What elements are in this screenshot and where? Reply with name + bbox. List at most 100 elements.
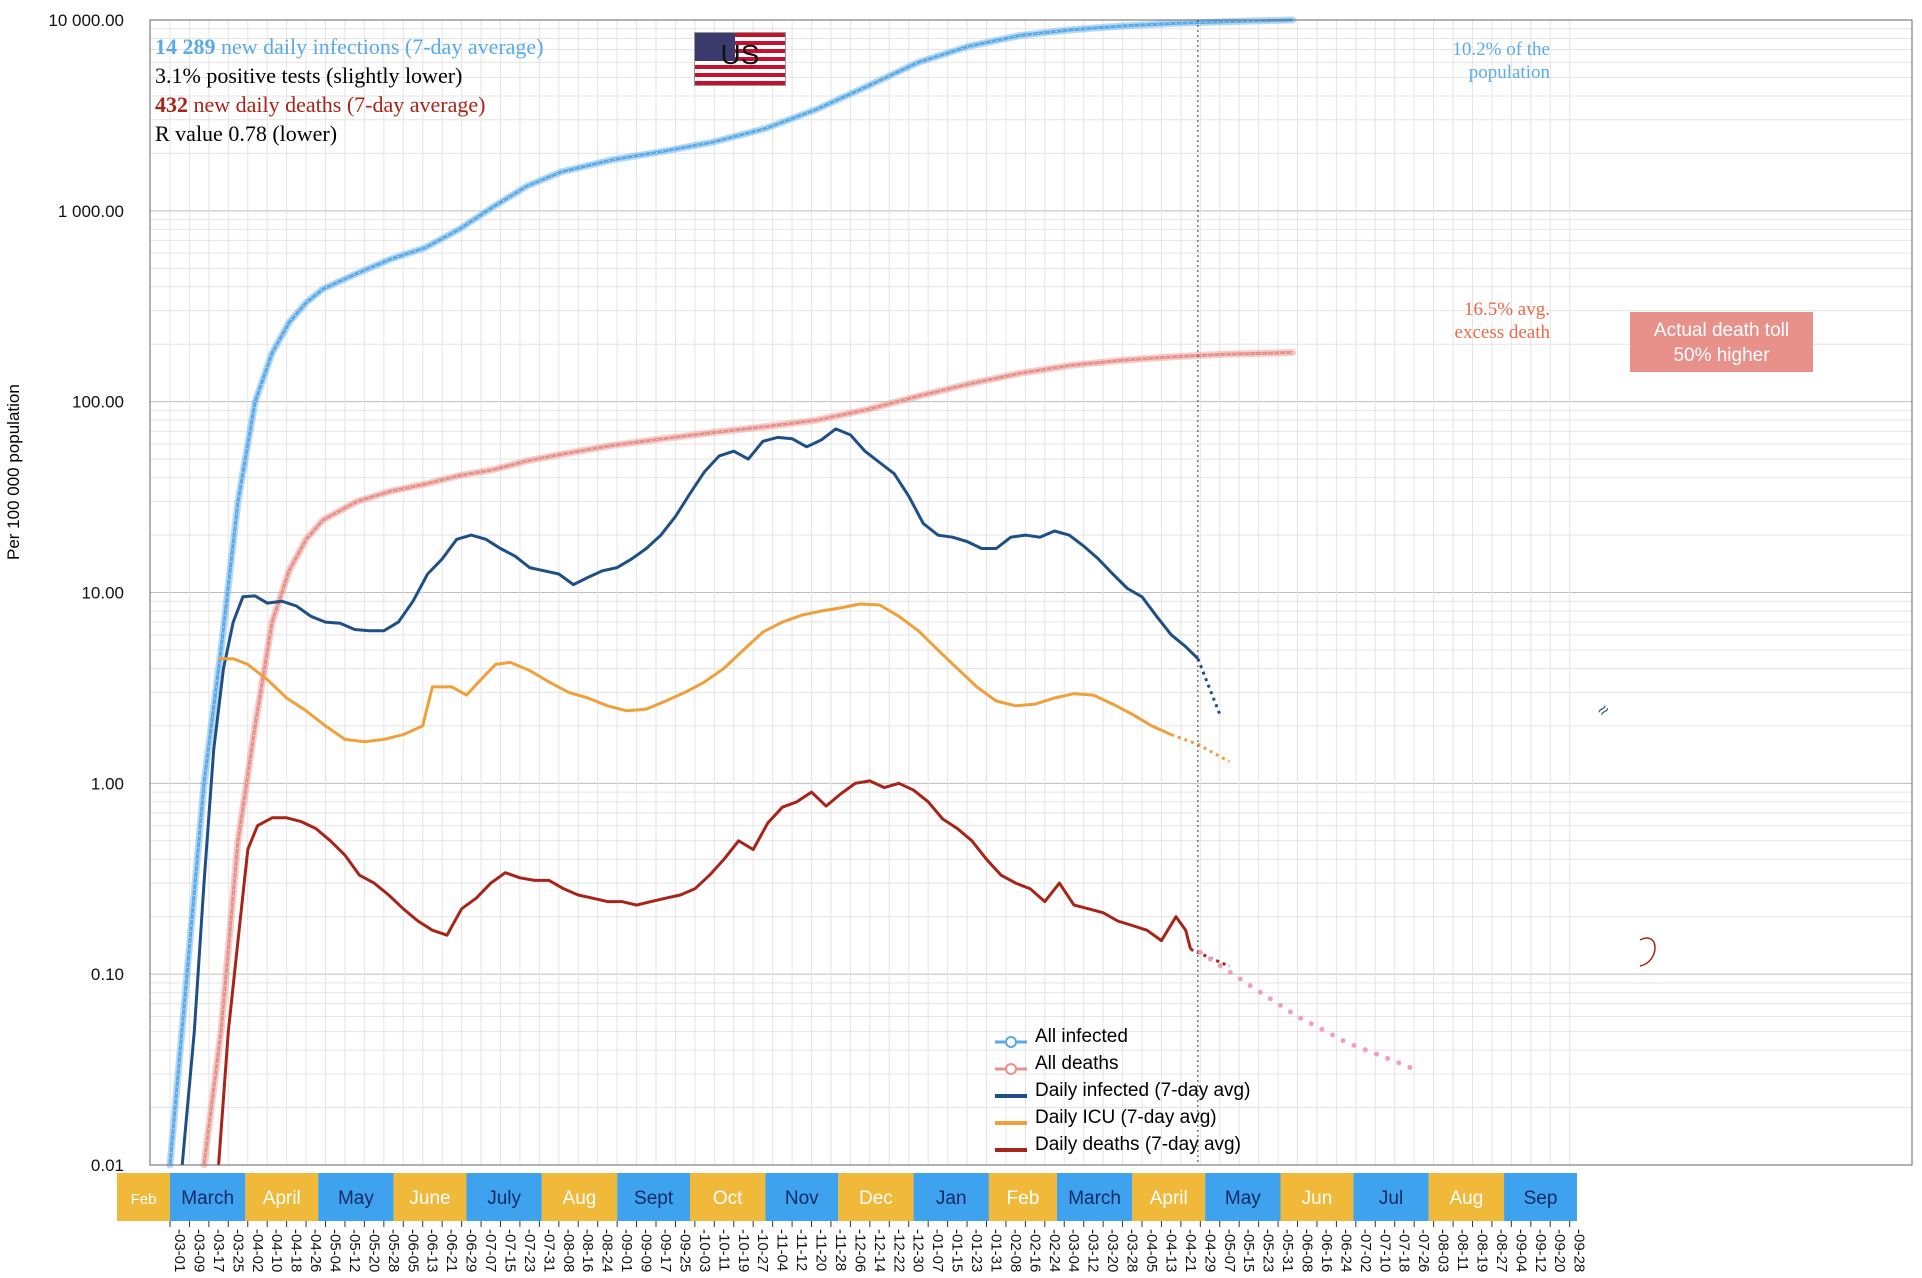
month-band xyxy=(913,1173,989,1221)
date-tick-label: -04-21 xyxy=(1182,1229,1199,1272)
month-band xyxy=(838,1173,914,1221)
excess-death-note: 16.5% avg. excess death xyxy=(1350,298,1550,344)
date-tick-label: -11-20 xyxy=(813,1229,830,1271)
legend-swatch-daily-icu xyxy=(995,1111,1027,1125)
date-tick-label: -03-12 xyxy=(1085,1229,1102,1272)
date-tick-label: -02-08 xyxy=(1007,1229,1024,1272)
date-tick-label: -04-02 xyxy=(249,1229,266,1272)
infections-line: 14 289 new daily infections (7-day avera… xyxy=(155,32,544,61)
date-tick-label: -01-07 xyxy=(929,1229,946,1272)
date-tick-label: -09-20 xyxy=(1551,1229,1568,1272)
month-label: Aug xyxy=(1449,1188,1483,1209)
r-value-line: R value 0.78 (lower) xyxy=(155,121,338,146)
month-label: July xyxy=(487,1188,521,1209)
date-tick-label: -11-28 xyxy=(832,1229,849,1271)
series-projection-daily-infected-day-avg xyxy=(1196,658,1222,715)
date-tick-label: -10-19 xyxy=(735,1229,752,1272)
date-tick-label: -12-14 xyxy=(871,1229,888,1272)
date-tick-label: -08-24 xyxy=(599,1229,616,1272)
month-label: Dec xyxy=(859,1188,893,1209)
date-tick-label: -05-12 xyxy=(346,1229,363,1272)
month-label: April xyxy=(1150,1188,1188,1209)
month-band xyxy=(541,1173,618,1221)
month-label: May xyxy=(1225,1188,1261,1209)
date-tick-label: -09-04 xyxy=(1512,1229,1529,1272)
date-tick-label: -07-31 xyxy=(540,1229,557,1272)
date-tick-label: -08-16 xyxy=(579,1229,596,1272)
date-tick-label: -04-29 xyxy=(1201,1229,1218,1272)
month-band xyxy=(1056,1173,1133,1221)
y-tick-label: 100.00 xyxy=(72,393,124,412)
legend-item: Daily deaths (7-day avg) xyxy=(995,1131,1250,1158)
population-line-2: population xyxy=(1468,62,1550,83)
legend-swatch-daily-infected xyxy=(995,1084,1027,1098)
month-label: Jan xyxy=(936,1188,967,1209)
month-band xyxy=(466,1173,542,1221)
month-label: April xyxy=(263,1188,301,1209)
month-band xyxy=(170,1173,246,1221)
month-band xyxy=(988,1173,1057,1221)
date-tick-label: -10-27 xyxy=(754,1229,771,1272)
date-tick-label: -12-30 xyxy=(910,1229,927,1272)
date-tick-label: -05-20 xyxy=(365,1229,382,1272)
date-tick-label: -03-25 xyxy=(229,1229,246,1272)
month-label: Aug xyxy=(563,1188,597,1209)
date-tick-label: -09-01 xyxy=(618,1229,635,1272)
month-band xyxy=(318,1173,394,1221)
legend-swatch-all-infected xyxy=(995,1030,1027,1048)
grid-lines xyxy=(150,19,1912,1166)
legend-item: All deaths xyxy=(995,1050,1250,1077)
month-band xyxy=(1504,1173,1577,1221)
date-tick-label: -03-04 xyxy=(1065,1229,1082,1272)
month-label: March xyxy=(1068,1188,1121,1209)
date-tick-label: -07-18 xyxy=(1396,1229,1413,1272)
date-tick-label: -04-13 xyxy=(1162,1229,1179,1272)
date-tick-label: -03-28 xyxy=(1124,1229,1141,1272)
date-tick-label: -05-07 xyxy=(1221,1229,1238,1272)
excess-line-2: excess death xyxy=(1454,322,1550,343)
date-tick-label: -11-04 xyxy=(774,1229,791,1271)
date-tick-label: -09-25 xyxy=(676,1229,693,1272)
flag-label: US xyxy=(720,39,760,70)
month-band xyxy=(1280,1173,1354,1221)
date-tick-label: -08-08 xyxy=(560,1229,577,1272)
month-label: Feb xyxy=(131,1191,157,1208)
y-tick-label: 0.01 xyxy=(91,1156,124,1175)
legend-label: Daily infected (7-day avg) xyxy=(1035,1080,1251,1101)
legend-item: All infected xyxy=(995,1023,1250,1050)
approx-symbol-icon: ≈ xyxy=(1593,700,1614,721)
date-tick-label: -03-17 xyxy=(210,1229,227,1272)
date-tick-label: -12-22 xyxy=(890,1229,907,1272)
death-toll-box: Actual death toll 50% higher xyxy=(1630,312,1813,372)
month-label: Jun xyxy=(1302,1188,1333,1209)
date-tick-label: -06-29 xyxy=(463,1229,480,1272)
population-note: 10.2% of the population xyxy=(1350,38,1550,84)
y-tick-label: 1 000.00 xyxy=(58,202,124,221)
month-label: May xyxy=(338,1188,374,1209)
series-line-all-infected xyxy=(168,18,1293,1166)
series-line-daily-deaths-day-avg xyxy=(217,779,1193,1166)
date-tick-label: -02-24 xyxy=(1046,1229,1063,1272)
date-tick-label: -04-05 xyxy=(1143,1229,1160,1272)
series-line-all-deaths xyxy=(202,351,1293,1166)
date-tick-label: -06-13 xyxy=(424,1229,441,1272)
y-tick-label: 1.00 xyxy=(91,774,124,793)
month-band xyxy=(393,1173,467,1221)
deaths-count: 432 xyxy=(155,92,188,117)
month-label: June xyxy=(409,1188,450,1209)
month-band xyxy=(1428,1173,1505,1221)
legend-item: Daily infected (7-day avg) xyxy=(995,1077,1250,1104)
y-tick-label: 10.00 xyxy=(81,584,124,603)
date-tick-label: -05-15 xyxy=(1240,1229,1257,1272)
date-tick-label: -06-24 xyxy=(1337,1229,1354,1272)
month-bar: Feb March April May June July Aug Sept Oct Nov Dec… xyxy=(117,1173,1577,1221)
y-axis: 10 000.00 1 000.00 100.00 10.00 1.00 0.10 0.01 xyxy=(48,11,124,1175)
date-tick-label: -09-17 xyxy=(657,1229,674,1272)
x-axis: -03-01 -03-09 -03-17 -03-25 -04-02 -04-10 -04-… xyxy=(169,1221,1588,1272)
date-tick-label: -04-18 xyxy=(288,1229,305,1272)
month-band xyxy=(245,1173,319,1221)
date-tick-label: -05-04 xyxy=(327,1229,344,1272)
legend-item: Daily ICU (7-day avg) xyxy=(995,1104,1250,1131)
legend-label: All infected xyxy=(1035,1026,1128,1047)
